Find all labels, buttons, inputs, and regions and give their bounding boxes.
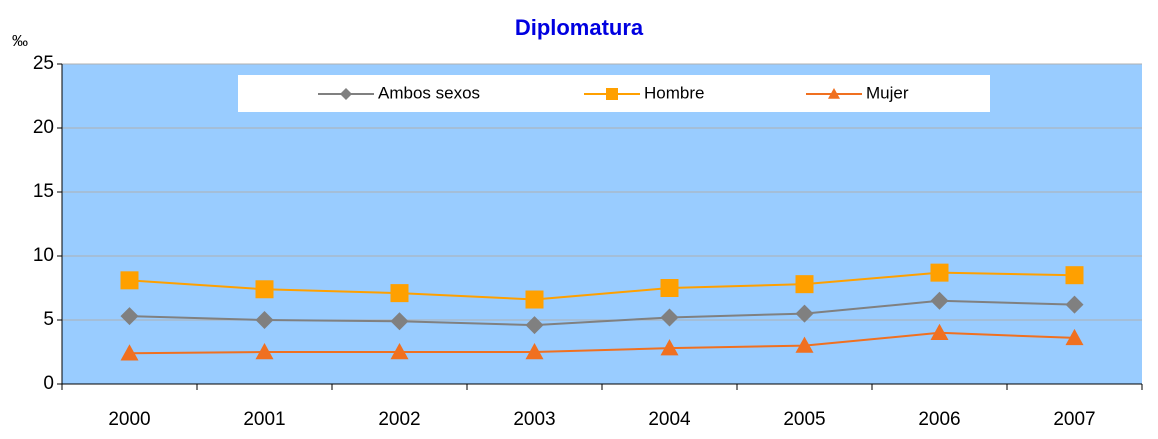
marker (930, 291, 949, 310)
x-tick-label: 2004 (648, 409, 691, 430)
y-tick-label: 5 (43, 309, 54, 330)
marker (120, 307, 139, 326)
marker (390, 284, 409, 303)
marker (390, 312, 409, 331)
marker (390, 343, 409, 360)
series-line (129, 271, 1075, 301)
y-tick-label: 0 (43, 373, 54, 394)
marker (120, 344, 139, 361)
marker (795, 304, 814, 323)
x-tick-label: 2007 (1053, 409, 1095, 430)
marker (1065, 328, 1084, 346)
marker (525, 343, 544, 360)
marker (255, 280, 274, 299)
x-tick-label: 2002 (378, 409, 420, 430)
marker (930, 323, 949, 340)
x-tick-label: 2006 (918, 409, 960, 430)
x-tick-label: 2005 (783, 409, 825, 430)
marker (525, 290, 544, 309)
y-tick-label: 10 (33, 245, 54, 266)
marker (606, 88, 618, 100)
chart-title: Diplomatura (515, 15, 644, 40)
series-line (129, 331, 1075, 355)
marker (930, 263, 949, 282)
marker (660, 339, 679, 356)
legend-label: Ambos sexos (378, 83, 480, 102)
marker (795, 275, 814, 294)
marker (525, 316, 544, 335)
x-tick-label: 2003 (513, 409, 555, 430)
x-tick-label: 2000 (108, 409, 150, 430)
plot-area (62, 64, 1142, 384)
x-tick-label: 2001 (243, 409, 285, 430)
series-line (129, 299, 1075, 327)
marker (828, 88, 840, 99)
y-tick-label: 15 (33, 181, 54, 202)
y-tick-label: 25 (33, 53, 54, 74)
legend-label: Mujer (866, 83, 909, 102)
marker (255, 311, 274, 329)
marker (340, 88, 352, 100)
marker (255, 343, 274, 360)
marker (795, 336, 814, 353)
marker (1065, 295, 1084, 314)
y-axis-label: ‰ (12, 33, 28, 50)
marker (660, 279, 679, 297)
marker (660, 308, 679, 327)
y-tick-label: 20 (33, 117, 54, 138)
legend-label: Hombre (644, 83, 704, 102)
marker (1065, 266, 1084, 285)
marker (120, 271, 139, 290)
